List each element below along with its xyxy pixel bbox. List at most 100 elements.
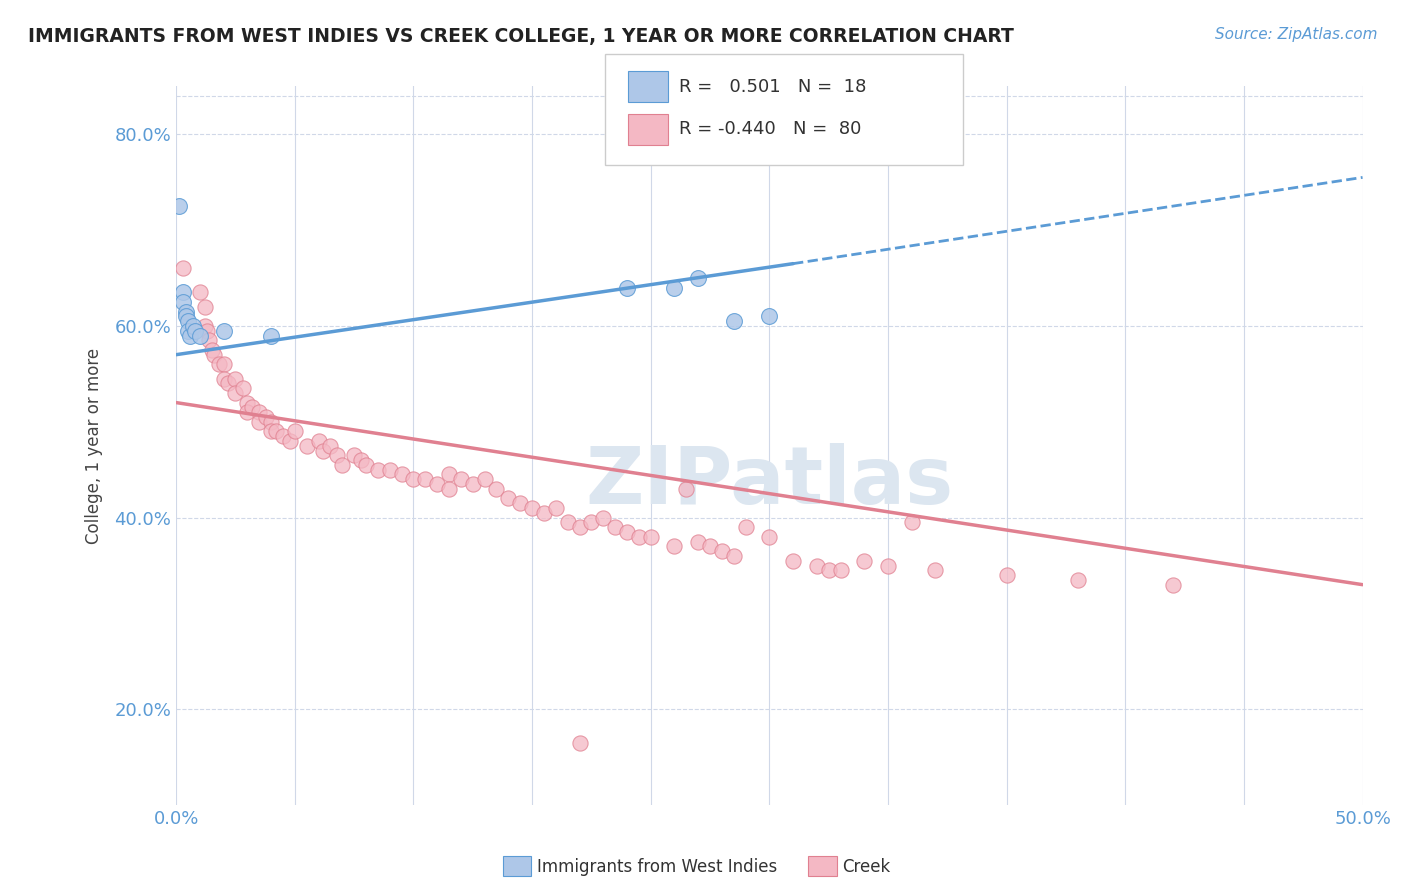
Point <box>806 558 828 573</box>
Point <box>568 520 591 534</box>
Point <box>174 310 197 324</box>
Text: ZIPatlas: ZIPatlas <box>585 442 953 521</box>
Point <box>830 563 852 577</box>
Point <box>758 310 780 324</box>
Point <box>699 539 721 553</box>
Point <box>378 463 401 477</box>
Point <box>212 371 235 385</box>
Point <box>474 472 496 486</box>
Point <box>179 328 201 343</box>
Point <box>343 448 366 462</box>
Point <box>174 304 197 318</box>
Point <box>254 409 277 424</box>
Point <box>509 496 531 510</box>
Point <box>172 295 194 310</box>
Point <box>782 554 804 568</box>
Point <box>247 405 270 419</box>
Point <box>675 482 697 496</box>
Point <box>734 520 756 534</box>
Point <box>295 439 318 453</box>
Point <box>264 425 287 439</box>
Point <box>312 443 335 458</box>
Point <box>723 549 745 563</box>
Point <box>533 506 555 520</box>
Text: R = -0.440   N =  80: R = -0.440 N = 80 <box>679 120 862 138</box>
Point <box>1161 577 1184 591</box>
Point <box>520 501 543 516</box>
Point <box>201 343 224 357</box>
Point <box>172 285 194 300</box>
Point <box>664 539 686 553</box>
Point <box>485 482 508 496</box>
Point <box>236 395 259 409</box>
Point <box>177 314 200 328</box>
Point <box>817 563 839 577</box>
Point <box>202 348 225 362</box>
Point <box>194 300 217 314</box>
Point <box>426 477 449 491</box>
Point <box>498 491 520 506</box>
Point <box>544 501 567 516</box>
Point <box>603 520 626 534</box>
Point <box>184 324 207 338</box>
Point <box>688 271 710 285</box>
Point <box>413 472 436 486</box>
Point <box>616 280 638 294</box>
Point <box>308 434 330 448</box>
Point <box>284 425 307 439</box>
Point <box>437 467 460 482</box>
Point <box>278 434 301 448</box>
Point <box>260 328 283 343</box>
Point <box>723 314 745 328</box>
Point <box>557 516 579 530</box>
Point <box>208 357 231 371</box>
Point <box>260 425 283 439</box>
Point <box>877 558 900 573</box>
Point <box>181 318 204 333</box>
Point <box>217 376 239 391</box>
Point <box>853 554 876 568</box>
Point <box>1067 573 1090 587</box>
Point <box>194 318 217 333</box>
Point <box>167 199 190 213</box>
Point <box>592 510 614 524</box>
Point <box>391 467 413 482</box>
Point <box>402 472 425 486</box>
Point <box>326 448 349 462</box>
Point <box>568 736 591 750</box>
Point <box>232 381 254 395</box>
Point <box>354 458 377 472</box>
Point <box>319 439 342 453</box>
Point <box>664 280 686 294</box>
Text: IMMIGRANTS FROM WEST INDIES VS CREEK COLLEGE, 1 YEAR OR MORE CORRELATION CHART: IMMIGRANTS FROM WEST INDIES VS CREEK COL… <box>28 27 1014 45</box>
Point <box>198 334 221 348</box>
Point <box>188 328 211 343</box>
Point <box>640 530 662 544</box>
Point <box>688 534 710 549</box>
Point <box>240 401 263 415</box>
Point <box>260 415 283 429</box>
Point <box>271 429 294 443</box>
Point <box>627 530 650 544</box>
Point <box>224 371 246 385</box>
Point <box>450 472 472 486</box>
Point <box>900 516 922 530</box>
Text: Source: ZipAtlas.com: Source: ZipAtlas.com <box>1215 27 1378 42</box>
Point <box>367 463 389 477</box>
Point <box>212 357 235 371</box>
Text: Creek: Creek <box>842 858 890 876</box>
Point <box>350 453 373 467</box>
Point <box>758 530 780 544</box>
Point <box>195 324 218 338</box>
Y-axis label: College, 1 year or more: College, 1 year or more <box>86 348 103 544</box>
Point <box>581 516 603 530</box>
Point <box>710 544 733 558</box>
Point <box>212 324 235 338</box>
Text: Immigrants from West Indies: Immigrants from West Indies <box>537 858 778 876</box>
Point <box>461 477 484 491</box>
Point <box>437 482 460 496</box>
Point <box>247 415 270 429</box>
Point <box>616 524 638 539</box>
Text: R =   0.501   N =  18: R = 0.501 N = 18 <box>679 78 866 95</box>
Point <box>172 261 194 276</box>
